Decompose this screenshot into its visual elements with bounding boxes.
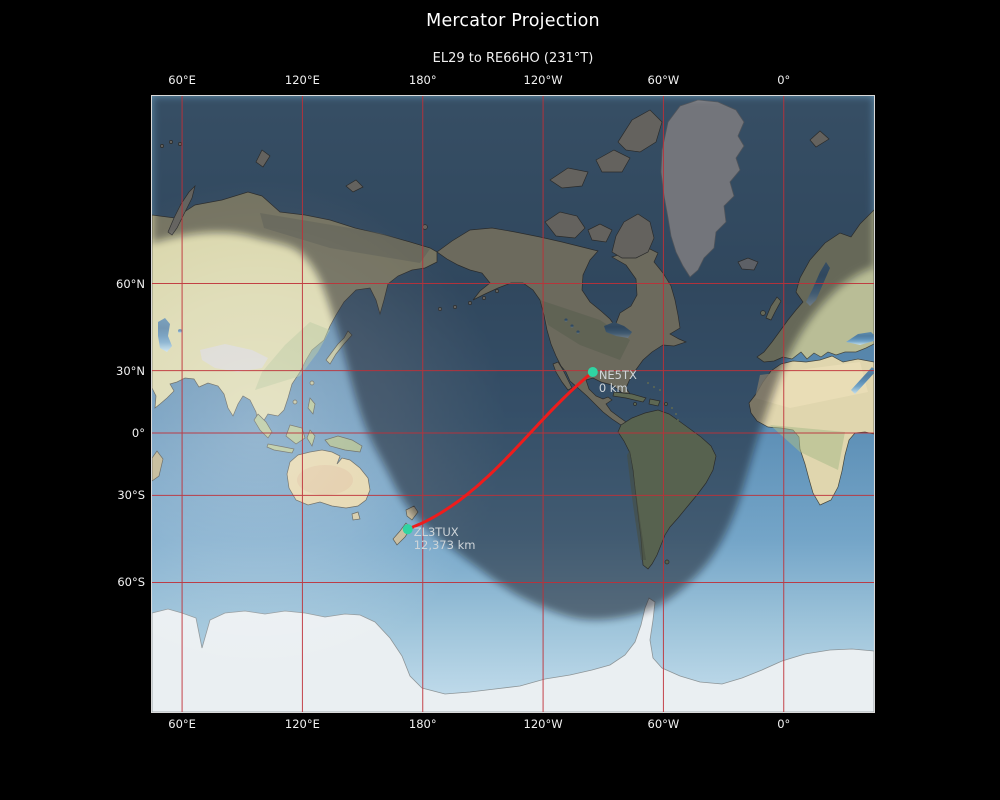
axis-tick-label: 0° xyxy=(777,73,791,87)
station-label: ZL3TUX 12,373 km xyxy=(413,525,476,553)
axis-tick-label: 120°E xyxy=(284,717,320,731)
great-circle-path xyxy=(406,370,595,531)
axis-tick-label: 180° xyxy=(408,73,437,87)
station-markers xyxy=(402,367,598,535)
station-marker xyxy=(587,367,598,378)
axis-tick-label: 120°W xyxy=(523,73,563,87)
axis-tick-label: 180° xyxy=(408,717,437,731)
page-title: Mercator Projection xyxy=(426,11,600,31)
axis-tick-label: 60°E xyxy=(168,73,196,87)
axis-tick-label: 0° xyxy=(777,717,791,731)
axis-tick-label: 0° xyxy=(131,426,145,440)
chart-subtitle: EL29 to RE66HO (231°T) xyxy=(432,51,594,66)
axis-tick-label: 60°W xyxy=(647,717,680,731)
station-marker xyxy=(402,524,413,535)
station-label: NE5TX 0 km xyxy=(598,368,637,396)
axis-tick-label: 120°W xyxy=(523,717,563,731)
axis-tick-label: 120°E xyxy=(284,73,320,87)
world-map-svg xyxy=(152,96,874,712)
axis-tick-label: 60°W xyxy=(647,73,680,87)
axis-tick-label: 60°S xyxy=(117,575,145,590)
axis-tick-label: 60°N xyxy=(116,276,145,291)
axis-tick-label: 60°E xyxy=(168,717,196,731)
night-shading xyxy=(152,96,874,620)
axis-tick-label: 30°N xyxy=(116,363,145,378)
graticule xyxy=(152,96,874,712)
axis-tick-label: 30°S xyxy=(117,488,145,503)
